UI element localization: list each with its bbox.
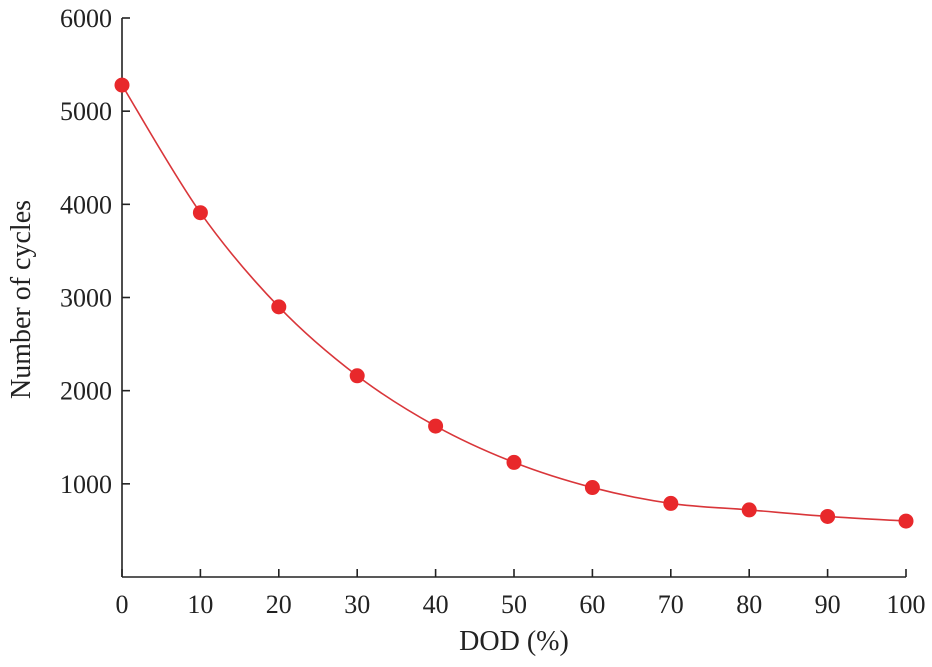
x-tick-label: 50 — [501, 590, 527, 619]
x-tick-label: 60 — [579, 590, 605, 619]
data-point — [820, 508, 836, 524]
x-tick-label: 0 — [116, 590, 129, 619]
data-point — [271, 299, 287, 315]
axis-labels: 1000 2000 3000 4000 5000 6000 0 10 20 30 40 50 60 70 8… — [6, 4, 926, 657]
data-point — [584, 480, 600, 496]
x-tick-label: 10 — [187, 590, 213, 619]
axes — [121, 17, 907, 578]
series-points — [114, 77, 914, 529]
data-point — [898, 513, 914, 529]
y-tick-label: 1000 — [60, 470, 112, 499]
x-tick-label: 80 — [736, 590, 762, 619]
y-tick-label: 3000 — [60, 284, 112, 313]
data-point — [428, 418, 444, 434]
data-point — [114, 77, 130, 93]
x-axis-title: DOD (%) — [459, 626, 569, 657]
data-point — [349, 368, 365, 384]
x-tick-label: 40 — [423, 590, 449, 619]
x-tick-label: 20 — [266, 590, 292, 619]
x-tick-label: 90 — [815, 590, 841, 619]
data-point — [663, 495, 679, 511]
x-tick-label: 70 — [658, 590, 684, 619]
y-tick-label: 4000 — [60, 190, 112, 219]
x-tick-label: 100 — [887, 590, 926, 619]
y-tick-label: 6000 — [60, 4, 112, 33]
y-tick-label: 2000 — [60, 377, 112, 406]
data-point — [506, 454, 522, 470]
data-point — [741, 502, 757, 518]
y-axis-title: Number of cycles — [6, 200, 37, 399]
y-tick-label: 5000 — [60, 97, 112, 126]
data-point — [192, 205, 208, 221]
x-tick-label: 30 — [344, 590, 370, 619]
